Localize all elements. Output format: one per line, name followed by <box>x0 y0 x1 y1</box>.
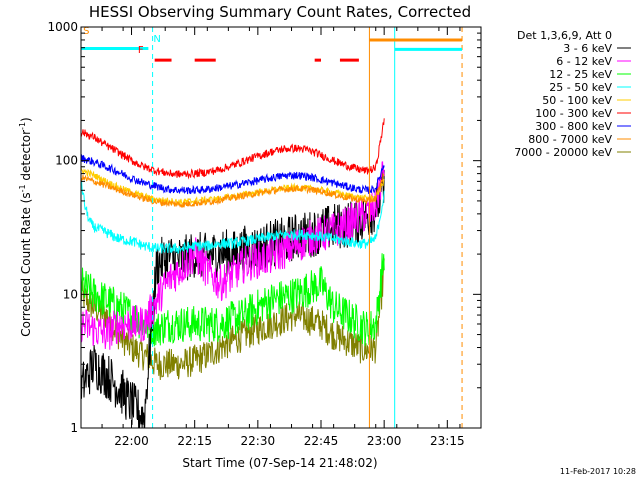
series-line-12-25-keV <box>81 253 385 347</box>
legend-label: 6 - 12 keV <box>556 55 612 68</box>
y-axis-label-sup1: -1 <box>18 184 27 192</box>
y-tick-label: 1 <box>70 421 78 435</box>
legend-label: 300 - 800 keV <box>535 120 612 133</box>
legend-label: 7000 - 20000 keV <box>514 146 612 159</box>
x-tick-label: 22:15 <box>177 434 212 448</box>
legend-label: 3 - 6 keV <box>563 42 612 55</box>
x-tick-label: 22:30 <box>241 434 276 448</box>
y-axis-label-sup2: -1 <box>18 122 27 130</box>
footer-timestamp: 11-Feb-2017 10:28 <box>560 467 636 476</box>
series-line-300-800-keV <box>81 154 385 195</box>
series-line-7000-20000-keV <box>81 258 385 381</box>
x-tick-label: 23:00 <box>367 434 402 448</box>
marker-N: N <box>153 34 160 45</box>
x-tick-label: 22:45 <box>304 434 339 448</box>
y-tick-label: 100 <box>55 154 78 168</box>
x-tick-label: 23:15 <box>430 434 465 448</box>
series-line-6-12-keV <box>81 161 385 350</box>
series-line-100-300-keV <box>81 118 385 180</box>
y-axis-label-part3: ) <box>19 117 33 122</box>
x-tick-label: 22:00 <box>114 434 149 448</box>
y-tick-label: 1000 <box>47 20 78 34</box>
y-tick-label: 10 <box>63 287 78 301</box>
y-axis-label-part2: detector <box>19 130 33 185</box>
marker-S: S <box>83 26 89 37</box>
y-axis-label-part1: Corrected Count Rate (s <box>19 192 33 336</box>
legend-label: 12 - 25 keV <box>549 68 612 81</box>
legend-label: 800 - 7000 keV <box>528 133 612 146</box>
x-axis-label: Start Time (07-Sep-14 21:48:02) <box>182 456 377 470</box>
marker-F: F <box>138 45 144 56</box>
plot-frame <box>80 26 482 429</box>
legend-header: Det 1,3,6,9, Att 0 <box>517 29 612 42</box>
series-line-25-50-keV <box>81 179 385 255</box>
chart-title: HESSI Observing Summary Count Rates, Cor… <box>89 3 471 21</box>
legend-label: 100 - 300 keV <box>535 107 612 120</box>
y-axis-label: Corrected Count Rate (s-1 detector-1) <box>18 117 33 336</box>
x-axis: 22:00 22:15 22:30 22:45 23:00 23:15 <box>80 27 482 448</box>
legend-label: 25 - 50 keV <box>549 81 612 94</box>
y-axis: 1 10 100 1000 <box>47 20 481 435</box>
series-line-800-7000-keV <box>81 172 385 208</box>
legend-label: 50 - 100 keV <box>542 94 612 107</box>
